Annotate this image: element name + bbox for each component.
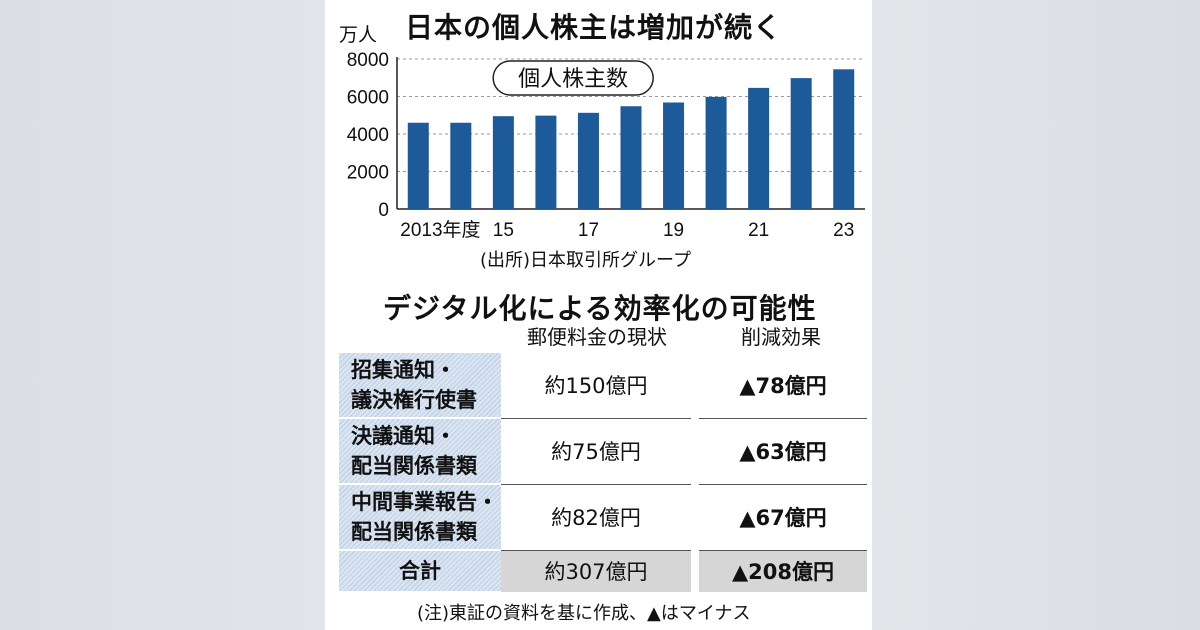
bar-2013: [407, 122, 429, 209]
bar-2023: [833, 69, 855, 209]
reduction-effect: ▲67億円: [699, 484, 867, 551]
series-label-box: [492, 60, 654, 96]
bar-2017: [577, 112, 599, 209]
total-label: 合計: [339, 550, 501, 593]
x-tick-label: 21: [748, 220, 769, 241]
background-left: [0, 0, 325, 630]
table-row: 中間事業報告・ 配当関係書類 約82億円 ▲67億円: [339, 484, 867, 551]
row-label-line1: 招集通知・: [351, 358, 456, 382]
y-tick-label: 6000: [347, 88, 389, 109]
col-header-current: 郵便料金の現状: [527, 325, 667, 349]
bar-2022: [790, 78, 812, 209]
bar-2018: [620, 106, 642, 209]
y-tick-label: 4000: [347, 125, 389, 146]
y-tick-label: 8000: [347, 50, 389, 71]
row-label: 中間事業報告・ 配当関係書類: [339, 484, 501, 551]
x-tick-label: 2013年度: [400, 219, 480, 241]
y-tick-label: 0: [378, 200, 389, 221]
x-tick-label: 19: [663, 220, 684, 241]
row-label-line1: 決議通知・: [351, 424, 456, 448]
row-label: 決議通知・ 配当関係書類: [339, 418, 501, 485]
x-tick-label: 17: [578, 220, 599, 241]
bar-2021: [748, 87, 770, 209]
bar-2019: [663, 102, 685, 209]
chart-source: (出所)日本取引所グループ: [480, 250, 691, 271]
row-label-line2: 配当関係書類: [351, 520, 477, 544]
current-cost: 約82億円: [501, 484, 691, 551]
bar-2020: [705, 96, 727, 209]
table-note: (注)東証の資料を基に作成、▲はマイナス: [417, 603, 751, 624]
row-label: 招集通知・ 議決権行使書: [339, 353, 501, 419]
y-tick-label: 2000: [347, 163, 389, 184]
table-title: デジタル化による効率化の可能性: [383, 292, 817, 325]
total-row: 合計 約307億円 ▲208億円: [339, 550, 867, 593]
reduction-effect: ▲78億円: [699, 353, 867, 419]
bar-chart: 0 2000 4000 6000 8000 2013年度 15 17 19 21 23 個人株主数: [347, 50, 865, 241]
bar-2015: [492, 116, 514, 209]
cost-table: 招集通知・ 議決権行使書 約150億円 ▲78億円 決議通知・ 配当関係書類 約…: [339, 353, 867, 593]
row-label-line1: 中間事業報告・: [351, 490, 498, 514]
current-cost: 約150億円: [501, 353, 691, 419]
x-tick-label: 15: [493, 220, 514, 241]
chart-title: 日本の個人株主は増加が続く: [405, 11, 783, 44]
bar-2016: [535, 115, 557, 209]
table-row: 決議通知・ 配当関係書類 約75億円 ▲63億円: [339, 418, 867, 485]
current-cost: 約75億円: [501, 418, 691, 485]
x-tick-label: 23: [833, 220, 854, 241]
table-row: 招集通知・ 議決権行使書 約150億円 ▲78億円: [339, 353, 867, 419]
series-label: 個人株主数: [518, 67, 628, 92]
bar-2014: [450, 122, 472, 209]
background-right: [872, 0, 1200, 630]
row-label-line2: 配当関係書類: [351, 454, 477, 478]
col-header-reduction: 削減効果: [741, 325, 821, 349]
total-reduction-effect: ▲208億円: [699, 550, 867, 592]
total-current-cost: 約307億円: [501, 550, 691, 592]
infographic-card: 日本の個人株主は増加が続く 万人 0 2000 4000 6000 8000 2013年度…: [325, 0, 872, 630]
row-label-line2: 議決権行使書: [351, 388, 477, 412]
reduction-effect: ▲63億円: [699, 418, 867, 485]
y-axis-unit: 万人: [339, 24, 378, 46]
